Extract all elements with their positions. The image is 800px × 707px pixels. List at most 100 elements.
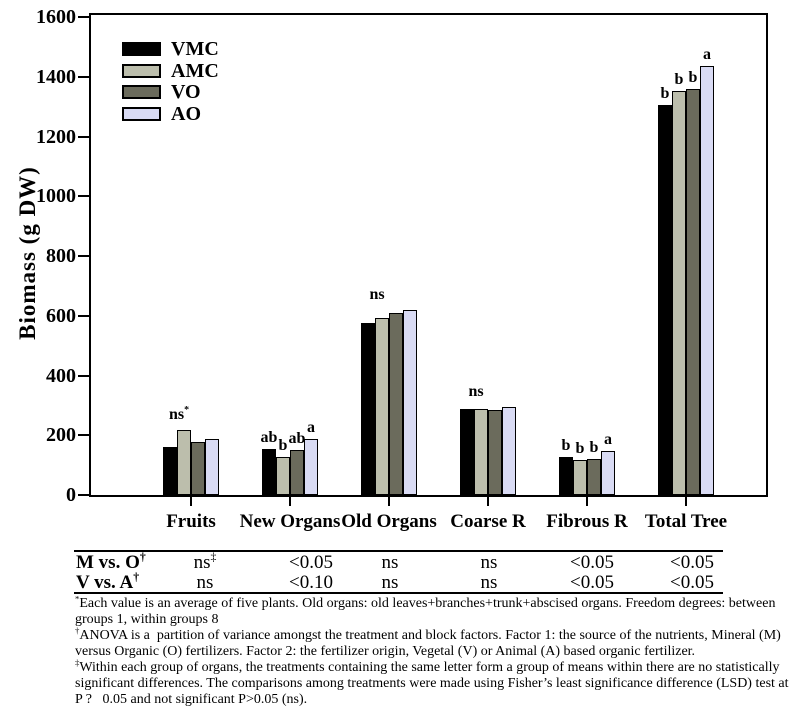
table-cell: ns‡ [193, 550, 217, 573]
y-axis-tick [78, 255, 89, 257]
bar-vo-fruits [191, 442, 205, 495]
y-axis-tick-label: 200 [46, 424, 76, 446]
x-axis-category-label: Total Tree [644, 511, 728, 532]
bar-ao-coarse-r [502, 407, 516, 495]
bar-vo-old-organs [389, 313, 403, 495]
sig-letter: b [674, 71, 684, 88]
bar-amc-old-organs [375, 318, 389, 495]
footnote-superscript: * [75, 593, 80, 604]
sig-letter: b [660, 85, 670, 102]
footnote-line: P ? 0.05 and not significant P>0.05 (ns)… [75, 692, 308, 707]
sig-letter: b [561, 437, 571, 454]
footnote-line: †ANOVA is a partition of variance amongs… [75, 625, 781, 643]
table-cell: ns [196, 572, 214, 593]
footnote-superscript: † [75, 625, 80, 636]
legend-swatch-amc [122, 63, 161, 78]
y-axis-tick [78, 434, 89, 436]
x-axis-category-label: Fibrous R [546, 511, 628, 532]
sig-letter: a [703, 46, 711, 63]
footnote-line: *Each value is an average of five plants… [75, 593, 776, 611]
plot-area [89, 13, 768, 497]
x-axis-category-label: Fruits [166, 511, 216, 532]
legend-label-vmc: VMC [171, 38, 219, 60]
x-axis-tick [388, 497, 390, 506]
table-cell: ns [381, 572, 399, 593]
y-axis-tick [78, 16, 89, 18]
y-axis-tick-label: 1400 [36, 66, 76, 88]
table-label-superscript: † [139, 550, 146, 564]
bar-vo-coarse-r [488, 410, 502, 495]
y-axis-tick-label: 1000 [36, 185, 76, 207]
y-axis-tick-label: 0 [66, 484, 76, 506]
table-cell: <0.05 [570, 572, 614, 593]
sig-letter: b [688, 69, 698, 86]
sig-letter: b [589, 439, 599, 456]
legend-swatch-vo [122, 85, 161, 99]
footnote-superscript: ‡ [75, 657, 80, 668]
x-axis-category-label: Coarse R [450, 511, 526, 532]
x-axis-category-label: New Organs [239, 511, 341, 532]
bar-vmc-fruits [163, 447, 177, 495]
y-axis-tick [78, 195, 89, 197]
bar-vmc-new-organs [262, 449, 276, 495]
table-cell: <0.05 [670, 572, 714, 593]
bar-ao-fibrous-r [601, 451, 615, 495]
x-axis-tick [289, 497, 291, 506]
legend-swatch-ao [122, 106, 161, 121]
bar-ao-total-tree [700, 66, 714, 495]
table-cell-superscript: ‡ [210, 550, 217, 564]
table-rule-bottom [74, 592, 723, 594]
y-axis-tick-label: 600 [46, 305, 76, 327]
y-axis-tick-label: 800 [46, 245, 76, 267]
sig-letter: b [278, 437, 288, 454]
bar-vo-total-tree [686, 89, 700, 495]
footnote-line: versus Organic (O) fertilizers. Factor 2… [75, 644, 696, 659]
table-cell: <0.05 [289, 552, 333, 573]
sig-letter: a [604, 431, 612, 448]
x-axis-tick [586, 497, 588, 506]
table-cell: ns [381, 552, 399, 573]
sig-letter: ab [260, 429, 278, 446]
footnote-line: groups 1, within groups 8 [75, 612, 219, 627]
bar-amc-fibrous-r [573, 460, 587, 495]
sig-group-superscript: * [184, 404, 190, 416]
bar-vmc-fibrous-r [559, 457, 573, 495]
bar-vmc-total-tree [658, 105, 672, 495]
y-axis-tick-label: 1600 [36, 6, 76, 28]
sig-group-label: ns [369, 286, 385, 303]
bar-vo-new-organs [290, 450, 304, 495]
sig-letter: ab [288, 430, 306, 447]
footnote-line: ‡Within each group of organs, the treatm… [75, 657, 780, 675]
bar-ao-new-organs [304, 439, 318, 495]
y-axis-tick [78, 494, 89, 496]
y-axis-tick [78, 315, 89, 317]
x-axis-tick [487, 497, 489, 506]
table-rule-top [74, 550, 723, 552]
sig-letter: a [307, 419, 315, 436]
sig-group-label: ns [468, 383, 484, 400]
y-axis-tick-label: 400 [46, 365, 76, 387]
bar-ao-fruits [205, 439, 219, 495]
x-axis-category-label: Old Organs [341, 511, 437, 532]
footnote-line: significant differences. The comparisons… [75, 676, 789, 691]
y-axis-tick-label: 1200 [36, 126, 76, 148]
bar-amc-new-organs [276, 457, 290, 495]
y-axis-tick [78, 136, 89, 138]
x-axis-tick [190, 497, 192, 506]
bar-vo-fibrous-r [587, 459, 601, 495]
bar-amc-fruits [177, 430, 191, 495]
table-label-superscript: † [133, 570, 140, 584]
table-cell: <0.05 [570, 552, 614, 573]
bar-vmc-old-organs [361, 323, 375, 495]
legend-label-vo: VO [171, 81, 201, 103]
table-row-label: M vs. O† [76, 550, 146, 573]
legend-swatch-vmc [122, 42, 161, 56]
table-cell: <0.05 [670, 552, 714, 573]
legend-label-ao: AO [171, 102, 201, 125]
table-cell: ns [480, 552, 498, 573]
